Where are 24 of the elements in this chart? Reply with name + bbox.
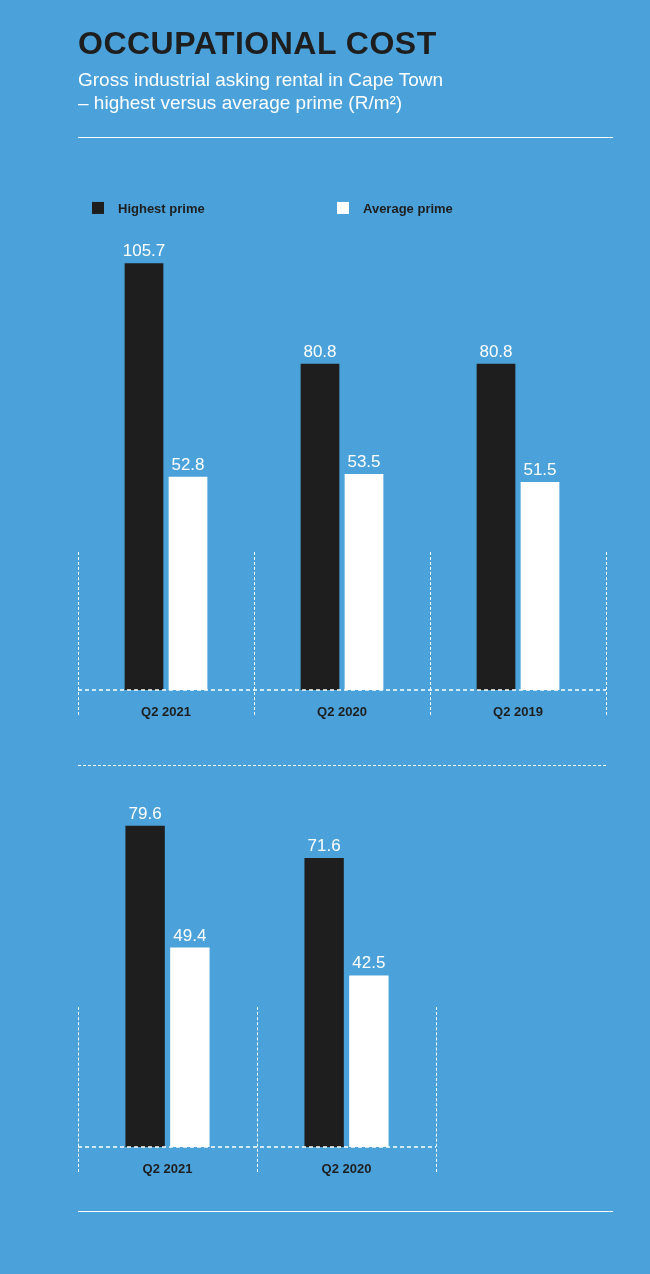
data-label: 51.5: [523, 459, 557, 479]
data-label: 53.5: [347, 451, 381, 471]
x-tick-label: Q2 2021: [141, 703, 191, 719]
x-tick-label: Q2 2020: [321, 1160, 372, 1176]
bar: [124, 262, 164, 690]
x-tick-label: Q2 2020: [317, 703, 367, 719]
bar: [304, 857, 344, 1147]
data-label: 49.4: [173, 925, 207, 945]
data-label: 79.6: [128, 803, 162, 823]
data-label: 80.8: [479, 341, 513, 361]
data-label: 42.5: [352, 953, 386, 973]
x-tick-label: Q2 2021: [142, 1160, 193, 1176]
bar: [125, 825, 165, 1147]
chart-subtitle: Gross industrial asking rental in Cape Town – highest versus average prime (R/m²): [78, 68, 444, 114]
data-label: 105.7: [122, 240, 166, 260]
bar: [300, 363, 340, 690]
bar: [476, 363, 516, 690]
legend-label: Highest prime: [118, 200, 205, 216]
data-label: 71.6: [307, 835, 341, 855]
x-tick-label: Q2 2019: [493, 703, 543, 719]
legend-label: Average prime: [363, 200, 453, 216]
data-label: 52.8: [171, 454, 205, 474]
data-label: 80.8: [303, 341, 337, 361]
chart-title: OCCUPATIONAL COST: [78, 25, 437, 61]
